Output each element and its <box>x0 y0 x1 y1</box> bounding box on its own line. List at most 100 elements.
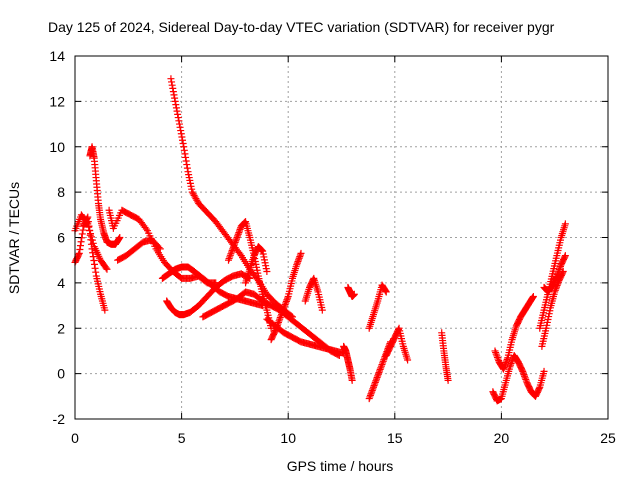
y-tick-label: 2 <box>57 320 65 336</box>
data-point <box>183 161 191 169</box>
data-point <box>225 255 233 263</box>
data-point <box>295 256 303 264</box>
data-point <box>169 88 177 96</box>
data-point <box>232 235 240 243</box>
data-point <box>507 360 515 368</box>
data-point <box>178 133 186 141</box>
data-point <box>183 164 191 172</box>
data-point <box>90 260 98 268</box>
data-point <box>376 365 384 373</box>
data-point <box>555 266 563 274</box>
data-point <box>556 264 564 272</box>
x-axis-label: GPS time / hours <box>287 458 394 474</box>
data-point <box>87 230 95 238</box>
data-point <box>444 376 452 384</box>
data-point <box>173 107 181 115</box>
data-point <box>179 140 187 148</box>
series-arc-c <box>86 143 124 248</box>
data-point <box>561 253 569 261</box>
data-point <box>503 355 511 363</box>
data-point <box>502 359 510 367</box>
data-point <box>274 318 282 326</box>
data-point <box>508 358 516 366</box>
data-point <box>226 253 234 261</box>
data-point <box>181 150 189 158</box>
data-point <box>276 314 284 322</box>
x-tick-label: 0 <box>71 430 79 446</box>
data-point <box>366 393 374 401</box>
data-point <box>367 390 375 398</box>
series-arc-q <box>365 281 390 332</box>
data-point <box>369 385 377 393</box>
data-point <box>156 245 164 253</box>
data-point <box>230 242 238 250</box>
y-tick-label: 12 <box>49 93 65 109</box>
data-point <box>494 355 502 363</box>
data-point <box>75 249 83 257</box>
data-point <box>90 257 98 265</box>
data-point <box>529 292 537 300</box>
data-point <box>257 246 265 254</box>
data-point <box>294 257 302 265</box>
data-layer <box>71 75 569 405</box>
data-point <box>79 226 87 234</box>
grid-layer <box>75 56 608 419</box>
series-arc-j <box>225 218 275 332</box>
y-tick-label: 14 <box>49 48 65 64</box>
data-point <box>91 264 99 272</box>
data-point <box>103 265 111 273</box>
data-point <box>493 353 501 361</box>
series-arc-t <box>438 329 452 384</box>
data-point <box>506 363 514 371</box>
data-point <box>503 357 511 365</box>
series-arc-s <box>382 324 412 364</box>
data-point <box>116 234 124 241</box>
data-point <box>233 234 241 241</box>
data-point <box>115 234 123 242</box>
x-tick-label: 5 <box>178 430 186 446</box>
data-point <box>379 359 387 367</box>
data-point <box>379 357 387 365</box>
data-point <box>293 261 301 269</box>
data-point <box>278 309 286 317</box>
data-point <box>234 230 242 238</box>
data-point <box>142 225 150 233</box>
data-point <box>371 380 379 388</box>
data-point <box>370 382 378 390</box>
data-point <box>101 306 109 314</box>
data-point <box>372 377 380 385</box>
data-point <box>492 349 500 357</box>
data-point <box>276 315 284 323</box>
tick-layer: 0 5 10 15 20 25 -2 0 2 4 6 8 10 12 14 <box>49 48 616 446</box>
data-point <box>371 378 379 386</box>
data-point <box>551 288 559 296</box>
data-point <box>369 383 377 391</box>
y-axis-label: SDTVAR / TECUs <box>6 182 22 294</box>
data-point <box>375 369 383 377</box>
y-tick-label: 0 <box>57 366 65 382</box>
data-point <box>87 233 95 241</box>
series-arc-e <box>114 236 164 264</box>
data-point <box>280 304 288 312</box>
data-point <box>540 367 548 375</box>
data-point <box>231 238 239 246</box>
data-point <box>83 219 91 227</box>
data-point <box>229 243 237 251</box>
x-tick-label: 20 <box>494 430 510 446</box>
data-point <box>374 372 382 380</box>
data-point <box>519 367 527 375</box>
data-point <box>84 220 92 228</box>
data-point <box>382 288 390 296</box>
data-point <box>277 312 285 320</box>
data-point <box>283 296 291 304</box>
data-point <box>76 242 84 250</box>
data-point <box>492 350 500 358</box>
data-point <box>225 256 233 264</box>
data-point <box>275 317 283 325</box>
series-arc-p <box>344 283 358 300</box>
data-point <box>500 365 508 373</box>
data-point <box>232 237 240 245</box>
x-tick-label: 25 <box>600 430 616 446</box>
